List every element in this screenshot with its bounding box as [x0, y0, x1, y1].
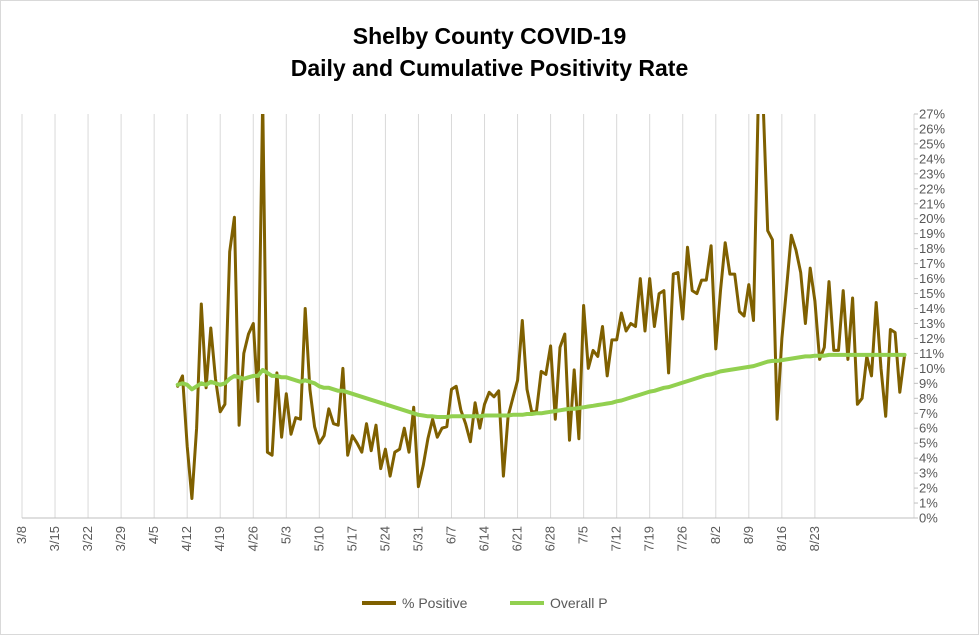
x-tick-label: 4/5 — [146, 526, 161, 544]
x-tick-label: 5/31 — [410, 526, 425, 551]
y-tick-label: 6% — [919, 421, 938, 436]
x-tick-label: 6/7 — [443, 526, 458, 544]
legend-label: % Positive — [402, 595, 468, 611]
y-tick-label: 22% — [919, 181, 945, 196]
chart-title-line-2: Daily and Cumulative Positivity Rate — [290, 55, 689, 81]
chart-title: Shelby County COVID-19 Daily and Cumulat… — [0, 20, 979, 84]
y-tick-label: 27% — [919, 107, 945, 122]
x-tick-label: 4/19 — [212, 526, 227, 551]
y-tick-label: 16% — [919, 271, 945, 286]
y-tick-label: 20% — [919, 211, 945, 226]
y-tick-label: 24% — [919, 151, 945, 166]
x-tick-label: 8/9 — [741, 526, 756, 544]
gridlines — [21, 114, 915, 518]
x-tick-label: 6/14 — [477, 526, 492, 551]
series — [175, 114, 907, 500]
y-tick-label: 18% — [919, 241, 945, 256]
x-tick-label: 7/12 — [609, 526, 624, 551]
y-tick-label: 5% — [919, 436, 938, 451]
y-tick-label: 14% — [919, 301, 945, 316]
x-tick-label: 6/21 — [510, 526, 525, 551]
x-tick-label: 3/15 — [47, 526, 62, 551]
x-tick-label: 5/10 — [311, 526, 326, 551]
y-tick-label: 21% — [919, 196, 945, 211]
x-tick-label: 6/28 — [543, 526, 558, 551]
x-tick-label: 7/19 — [642, 526, 657, 551]
x-tick-label: 7/5 — [576, 526, 591, 544]
x-tick-label: 8/16 — [774, 526, 789, 551]
x-tick-label: 8/23 — [807, 526, 822, 551]
y-tick-label: 2% — [919, 481, 938, 496]
series-line-overall-p — [175, 352, 907, 419]
y-tick-label: 4% — [919, 451, 938, 466]
y-tick-label: 12% — [919, 331, 945, 346]
x-tick-label: 3/22 — [80, 526, 95, 551]
y-tick-label: 8% — [919, 391, 938, 406]
x-tick-label: 3/29 — [113, 526, 128, 551]
y-tick-label: 19% — [919, 226, 945, 241]
chart-title-line-1: Shelby County COVID-19 — [352, 23, 627, 49]
y-tick-label: 0% — [919, 511, 938, 526]
legend-label: Overall P — [550, 595, 608, 611]
y-tick-label: 1% — [919, 496, 938, 511]
y-tick-label: 7% — [919, 406, 938, 421]
y-tick-label: 10% — [919, 361, 945, 376]
x-tick-label: 7/26 — [675, 526, 690, 551]
y-tick-label: 9% — [919, 376, 938, 391]
y-axis-ticks: 0%1%2%3%4%5%6%7%8%9%10%11%12%13%14%15%16… — [914, 107, 945, 526]
x-tick-label: 4/26 — [245, 526, 260, 551]
legend: % Positive Overall P — [362, 595, 608, 611]
x-tick-label: 3/8 — [14, 526, 29, 544]
y-tick-label: 26% — [919, 121, 945, 136]
x-tick-label: 5/3 — [278, 526, 293, 544]
y-tick-label: 17% — [919, 256, 945, 271]
x-tick-label: 5/24 — [377, 526, 392, 551]
y-tick-label: 3% — [919, 466, 938, 481]
series-line-percent-positive — [176, 114, 907, 500]
y-tick-label: 25% — [919, 136, 945, 151]
y-tick-label: 11% — [919, 346, 944, 361]
x-tick-label: 4/12 — [179, 526, 194, 551]
y-tick-label: 15% — [919, 286, 945, 301]
x-tick-label: 8/2 — [708, 526, 723, 544]
x-tick-label: 5/17 — [344, 526, 359, 551]
y-tick-label: 13% — [919, 316, 945, 331]
y-tick-label: 23% — [919, 166, 945, 181]
x-axis-ticks: 3/8 3/15 3/22 3/29 4/5 4/12 4/19 4/26 5/3 5/10 5/1… — [14, 526, 822, 551]
